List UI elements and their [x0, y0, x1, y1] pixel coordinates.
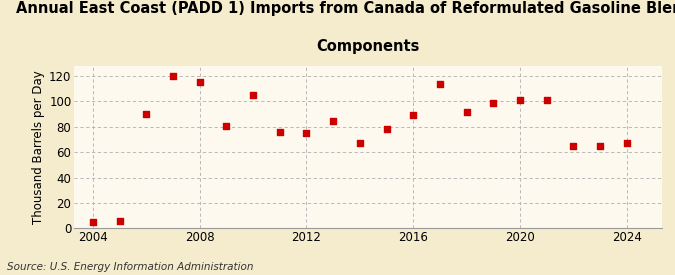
Point: [141, 112, 152, 116]
Point: [301, 131, 312, 135]
Point: [221, 123, 232, 128]
Point: [248, 93, 259, 97]
Point: [595, 144, 605, 148]
Point: [114, 218, 125, 223]
Point: [541, 98, 552, 102]
Point: [328, 118, 339, 123]
Point: [167, 74, 178, 78]
Point: [622, 141, 632, 145]
Point: [514, 98, 525, 102]
Point: [408, 113, 418, 118]
Point: [354, 141, 365, 145]
Text: Annual East Coast (PADD 1) Imports from Canada of Reformulated Gasoline Blending: Annual East Coast (PADD 1) Imports from …: [16, 1, 675, 16]
Point: [488, 101, 499, 105]
Point: [435, 82, 446, 86]
Text: Source: U.S. Energy Information Administration: Source: U.S. Energy Information Administ…: [7, 262, 253, 272]
Text: Components: Components: [316, 39, 420, 54]
Point: [88, 220, 99, 224]
Point: [568, 144, 578, 148]
Point: [274, 130, 285, 134]
Y-axis label: Thousand Barrels per Day: Thousand Barrels per Day: [32, 70, 45, 224]
Point: [194, 80, 205, 85]
Point: [461, 109, 472, 114]
Point: [381, 127, 392, 131]
